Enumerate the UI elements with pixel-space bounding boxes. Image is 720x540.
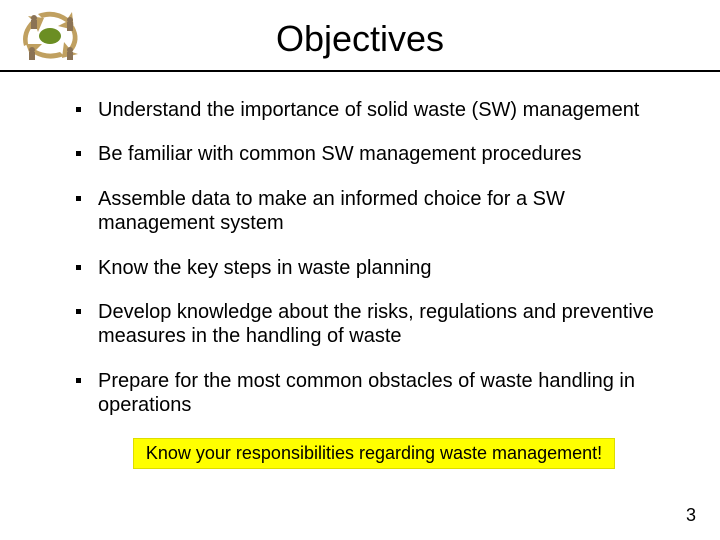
slide-content: Understand the importance of solid waste…: [0, 72, 720, 469]
callout-wrap: Know your responsibilities regarding was…: [72, 438, 676, 469]
list-item: Understand the importance of solid waste…: [72, 98, 676, 122]
callout-highlight: Know your responsibilities regarding was…: [133, 438, 615, 469]
slide-header: Objectives: [0, 0, 720, 72]
slide: Objectives Understand the importance of …: [0, 0, 720, 540]
list-item: Know the key steps in waste planning: [72, 256, 676, 280]
list-item: Assemble data to make an informed choice…: [72, 187, 676, 236]
list-item: Prepare for the most common obstacles of…: [72, 369, 676, 418]
list-item: Develop knowledge about the risks, regul…: [72, 300, 676, 349]
title-rule: [0, 70, 720, 72]
bullet-list: Understand the importance of solid waste…: [72, 98, 676, 418]
list-item: Be familiar with common SW management pr…: [72, 142, 676, 166]
slide-title: Objectives: [0, 10, 720, 70]
page-number: 3: [686, 505, 696, 526]
logo-icon: [14, 6, 86, 62]
